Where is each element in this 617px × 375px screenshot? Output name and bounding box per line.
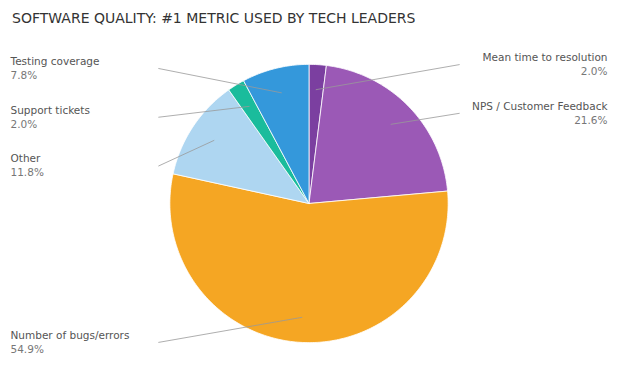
svg-text:2.0%: 2.0% [11,118,38,130]
svg-text:11.8%: 11.8% [11,166,44,178]
svg-text:54.9%: 54.9% [11,343,44,355]
svg-text:7.8%: 7.8% [11,69,38,81]
svg-text:21.6%: 21.6% [574,114,607,126]
svg-text:Testing coverage: Testing coverage [10,55,100,67]
svg-text:Mean time to resolution: Mean time to resolution [482,51,607,63]
svg-text:Number of bugs/errors: Number of bugs/errors [11,329,130,341]
svg-text:Other: Other [11,152,41,164]
svg-text:2.0%: 2.0% [581,65,608,77]
html-text:SOFTWARE QUALITY: #1 METRIC US: SOFTWARE QUALITY: #1 METRIC USED BY TECH… [12,10,416,26]
svg-text:NPS / Customer Feedback: NPS / Customer Feedback [472,100,608,112]
svg-text:Support tickets: Support tickets [11,104,90,116]
